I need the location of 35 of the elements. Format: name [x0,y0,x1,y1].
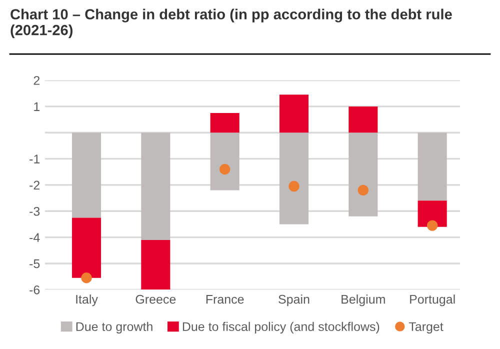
y-tick-label: -1 [30,154,40,164]
point [358,184,369,196]
y-tick-label: -2 [30,180,40,190]
legend-label: Due to growth [76,322,152,334]
bar [418,200,447,227]
y-tick-label: -4 [30,233,40,242]
y-tick-label: 2 [34,76,40,85]
x-tick-label: France [206,294,244,304]
legend-label: Target [408,322,444,334]
x-tick-label: Spain [278,294,310,306]
bar [279,132,309,224]
x-tick-label: Greece [136,294,176,304]
point [219,164,230,175]
bar [210,112,240,133]
bar [348,132,378,216]
bar [348,106,378,133]
x-tick-label: Portugal [410,294,455,306]
y-tick-label: 1 [34,102,40,111]
y-tick-label: -3 [30,206,40,216]
bar [72,132,102,218]
bar [418,132,447,201]
point [81,272,92,284]
y-tick-label: -6 [30,285,40,294]
bar [141,132,170,240]
bar [72,218,102,278]
x-tick-label: Italy [76,294,98,306]
bar [210,132,240,190]
point [288,180,300,192]
x-tick-label: Belgium [342,294,385,306]
chart-title: Chart 10 – Change in debt ratio (in pp according to the debt rule (2021-26) [10,8,452,38]
y-tick-label: -5 [30,259,40,268]
point [426,220,438,231]
legend-label: Due to fiscal policy (and stockflows) [182,322,380,334]
bar [279,94,309,133]
bar [141,240,170,290]
